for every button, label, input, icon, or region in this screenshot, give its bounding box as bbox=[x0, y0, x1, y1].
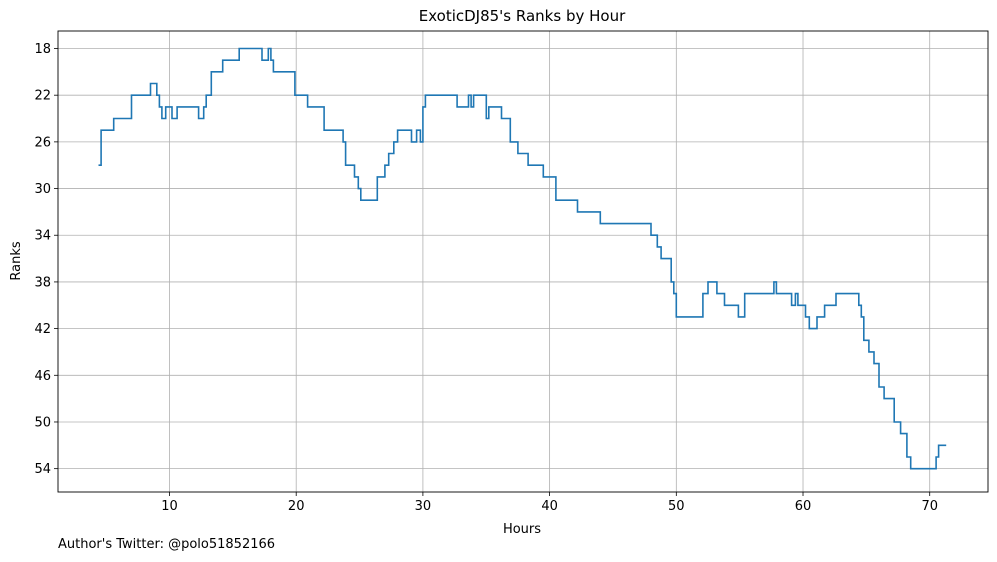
x-tick-label: 60 bbox=[795, 499, 812, 514]
grid-lines bbox=[58, 31, 988, 492]
x-tick-label: 70 bbox=[921, 499, 938, 514]
plot-frame bbox=[57, 30, 989, 493]
rank-series-line bbox=[98, 47, 947, 470]
x-tick-label: 20 bbox=[288, 499, 305, 514]
y-tick-label: 42 bbox=[34, 322, 51, 337]
y-tick-label: 38 bbox=[34, 275, 51, 290]
y-tick-label: 18 bbox=[34, 42, 51, 57]
chart-title: ExoticDJ85's Ranks by Hour bbox=[419, 7, 626, 25]
x-axis-label: Hours bbox=[503, 522, 541, 537]
y-tick-label: 46 bbox=[34, 369, 51, 384]
x-tick-label: 10 bbox=[161, 499, 178, 514]
y-tick-label: 50 bbox=[34, 415, 51, 430]
y-axis: 18 22 26 30 34 38 42 46 50 54 bbox=[34, 42, 58, 477]
y-axis-label: Ranks bbox=[9, 241, 24, 280]
y-tick-label: 26 bbox=[34, 135, 51, 150]
y-tick-label: 34 bbox=[34, 229, 51, 244]
series-group bbox=[98, 47, 947, 470]
x-tick-label: 40 bbox=[541, 499, 558, 514]
y-tick-label: 22 bbox=[34, 89, 51, 104]
x-axis: 10 20 30 40 50 60 70 bbox=[161, 492, 938, 514]
y-tick-label: 30 bbox=[34, 182, 51, 197]
x-tick-label: 30 bbox=[415, 499, 432, 514]
x-tick-label: 50 bbox=[668, 499, 685, 514]
y-tick-label: 54 bbox=[34, 462, 51, 477]
author-footnote: Author's Twitter: @polo51852166 bbox=[58, 537, 276, 552]
